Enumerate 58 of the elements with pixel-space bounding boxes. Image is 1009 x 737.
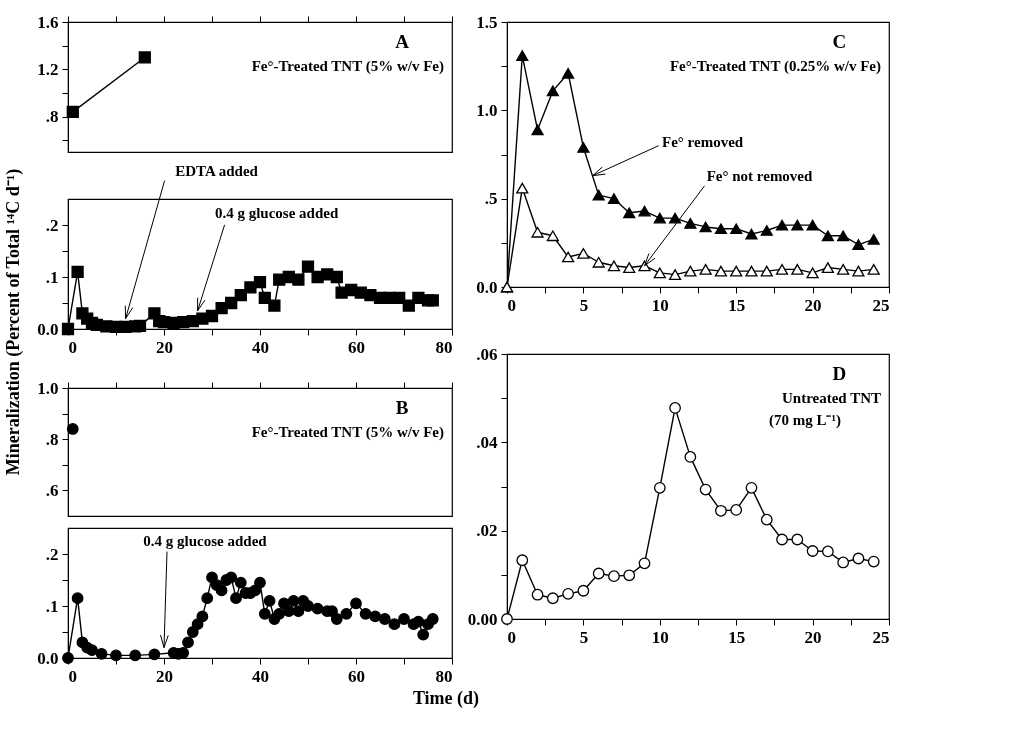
x-tick-label: 5 [579,295,589,315]
x-tick-label: 40 [252,666,269,686]
x-tick-label: 20 [156,337,173,357]
annotation: Fe° not removed [706,167,814,184]
y-tick-label: 1.0 [37,378,59,398]
y-tick-label: .5 [484,189,498,209]
y-tick-label: .8 [45,107,59,127]
y-tick-label: .1 [45,267,59,287]
annotation: D [832,363,847,384]
annotation: B [395,397,409,418]
y-tick-label: 0.00 [467,609,498,629]
y-tick-label: 1.2 [37,59,59,79]
x-tick-label: 5 [579,627,589,647]
x-tick-label: 60 [348,666,365,686]
y-tick-label: 1.5 [476,12,498,32]
x-tick-label: 10 [651,627,669,647]
x-tick-label: 15 [728,295,746,315]
y-tick-label: 1.6 [37,12,59,32]
annotation: EDTA added [175,162,259,179]
y-tick-label: 1.0 [476,100,498,120]
y-tick-label: .02 [476,521,498,541]
x-tick-label: 25 [872,627,890,647]
annotation: C [832,31,847,52]
x-tick-label: 40 [252,337,269,357]
annotation: 0.4 g glucose added [214,204,339,221]
x-tick-label: 60 [348,337,365,357]
annotation: A [395,31,410,52]
x-axis-title: Time (d) [412,688,480,709]
x-tick-label: 20 [156,666,173,686]
x-tick-label: 0 [68,666,77,686]
x-tick-label: 25 [872,295,890,315]
x-tick-label: 0 [68,337,77,357]
y-tick-label: .2 [45,215,59,235]
y-tick-label: 0.0 [37,319,59,339]
y-tick-label: 0.0 [37,648,59,668]
y-tick-label: .04 [476,432,498,452]
annotation: Untreated TNT [781,390,881,406]
x-tick-label: 80 [435,666,453,686]
y-tick-label: .6 [45,480,59,500]
annotation: Fe° removed [662,133,744,150]
x-tick-label: 80 [435,337,453,357]
x-tick-label: 15 [728,627,746,647]
y-axis-title: Mineralization (Percent of Total ¹⁴C d⁻¹) [3,168,24,476]
x-tick-label: 10 [651,295,669,315]
x-tick-label: 20 [804,627,822,647]
y-tick-label: .06 [476,344,498,364]
annotation: 0.4 g glucose added [143,532,268,549]
x-tick-label: 0 [507,295,516,315]
annotation: Fe°-Treated TNT (5% w/v Fe) [251,424,444,441]
y-tick-label: .2 [45,544,59,564]
x-tick-label: 0 [507,627,516,647]
y-tick-label: 0.0 [476,277,498,297]
annotation: Fe°-Treated TNT (5% w/v Fe) [251,58,444,75]
annotation: (70 mg L⁻¹) [768,412,841,429]
annotation: Fe°-Treated TNT (0.25% w/v Fe) [669,58,881,75]
y-tick-label: .8 [45,429,59,449]
y-tick-label: .1 [45,596,59,616]
x-tick-label: 20 [804,295,822,315]
